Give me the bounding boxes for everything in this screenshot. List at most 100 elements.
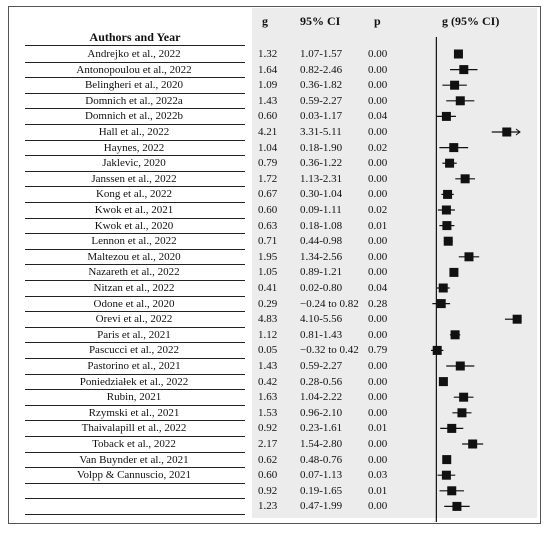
author-label: Belingheri et al., 2020 (84, 79, 184, 92)
authors-header: Authors and Year (89, 30, 181, 44)
ci-value: 0.18-1.90 (300, 141, 343, 154)
g-value: 4.21 (258, 126, 278, 138)
effect-marker (445, 158, 455, 168)
ci-value: 0.89-1.21 (300, 266, 343, 279)
ci-value: 1.04-2.22 (300, 391, 343, 404)
author-label: Jaklevic, 2020 (102, 157, 166, 170)
author-label: Kwok et al., 2021 (94, 204, 174, 216)
g-value: 0.29 (258, 297, 278, 310)
p-value: 0.00 (368, 375, 388, 388)
g-value: 0.60 (258, 110, 278, 123)
g-value: 1.95 (258, 250, 278, 263)
ci-value: 0.19-1.65 (300, 484, 343, 497)
g-value: 1.43 (258, 94, 278, 107)
p-value: 0.00 (368, 406, 388, 419)
author-label: Poniedziałek et al., 2022 (79, 375, 189, 388)
p-value: 0.00 (368, 94, 388, 107)
p-value: 0.00 (368, 250, 388, 263)
ci-value: −0.32 to 0.42 (300, 344, 359, 357)
author-label: Andrejko et al., 2022 (87, 48, 181, 60)
ci-value: 0.36-1.22 (300, 157, 343, 170)
effect-marker (441, 470, 451, 480)
author-label: Haynes, 2022 (103, 141, 165, 154)
p-value: 0.01 (368, 484, 388, 497)
row-separator (25, 186, 245, 188)
p-value: 0.04 (368, 282, 388, 294)
effect-marker (438, 377, 448, 387)
author-label: Rzymski et al., 2021 (88, 406, 180, 419)
author-label: Janssen et al., 2022 (91, 172, 177, 185)
ci-value: 0.81-1.43 (300, 328, 343, 341)
g-value: 1.43 (258, 360, 278, 372)
truncation-arrow (515, 128, 521, 136)
p-value: 0.02 (368, 141, 388, 154)
row-separator (25, 420, 245, 422)
author-label: Domnich et al., 2022b (84, 110, 184, 123)
row-separator (25, 451, 245, 453)
author-label: Nazareth et al., 2022 (88, 266, 180, 279)
author-label: Orevi et al., 2022 (95, 313, 173, 326)
p-value: 0.00 (368, 266, 388, 279)
g-value: 0.63 (258, 219, 278, 232)
g-value: 0.42 (258, 375, 278, 388)
author-label: Maltezou et al., 2020 (87, 250, 181, 263)
effect-marker (447, 486, 457, 496)
g-value: 1.09 (258, 79, 278, 92)
p-value: 0.03 (368, 469, 388, 482)
g-value: 0.67 (258, 188, 278, 201)
p-value: 0.00 (368, 126, 388, 138)
ci-value: 1.07-1.57 (300, 48, 343, 60)
p-value: 0.00 (368, 313, 388, 326)
p-value: 0.28 (368, 297, 388, 310)
row-separator (25, 139, 245, 141)
p-value: 0.00 (368, 63, 388, 76)
effect-marker (436, 299, 446, 309)
row-separator (25, 264, 245, 266)
g-value: 0.92 (258, 422, 278, 435)
effect-marker (443, 236, 453, 246)
p-value: 0.00 (368, 391, 388, 404)
row-separator (25, 295, 245, 297)
g-value: 0.79 (258, 157, 278, 170)
row-separator (25, 467, 245, 469)
g-value: 1.23 (258, 500, 278, 513)
effect-marker (449, 267, 459, 277)
author-label: Kong et al., 2022 (95, 188, 173, 201)
g-value: 1.05 (258, 266, 278, 279)
row-separator (25, 358, 245, 359)
effect-marker (459, 65, 469, 75)
g-value: 0.60 (258, 204, 278, 216)
p-value: 0.01 (368, 219, 388, 232)
row-separator (25, 326, 245, 328)
effect-marker (464, 252, 474, 262)
author-label: Volpp & Cannuscio, 2021 (76, 469, 192, 482)
effect-marker (432, 345, 442, 355)
author-label: Antonopoulou et al., 2022 (76, 63, 192, 76)
row-separator (25, 436, 245, 437)
ci-value: 0.18-1.08 (300, 219, 343, 232)
p-value: 0.79 (368, 344, 388, 357)
author-label: Van Buynder et al., 2021 (79, 453, 189, 466)
g-value: 0.60 (258, 469, 278, 482)
row-separator (25, 155, 245, 157)
ci-value: 0.59-2.27 (300, 94, 343, 107)
g-value: 0.62 (258, 453, 278, 466)
stats-panel (252, 8, 537, 518)
g-value: 1.04 (258, 141, 278, 154)
row-separator (25, 248, 245, 250)
ci-value: 4.10-5.56 (300, 313, 343, 326)
row-separator (25, 233, 245, 235)
row-separator (25, 77, 245, 79)
effect-marker (441, 111, 451, 121)
author-label: Hall et al., 2022 (98, 126, 170, 138)
row-separator (25, 202, 245, 203)
g-value: 1.64 (258, 63, 278, 76)
p-value: 0.04 (368, 110, 388, 123)
ci-value: 0.23-1.61 (300, 422, 343, 435)
g-value: 4.83 (258, 313, 278, 326)
effect-marker (468, 439, 478, 449)
p-value: 0.00 (368, 48, 388, 60)
ci-value: 0.02-0.80 (300, 282, 343, 294)
ci-value: 1.54-2.80 (300, 438, 343, 450)
effect-marker (455, 361, 465, 371)
